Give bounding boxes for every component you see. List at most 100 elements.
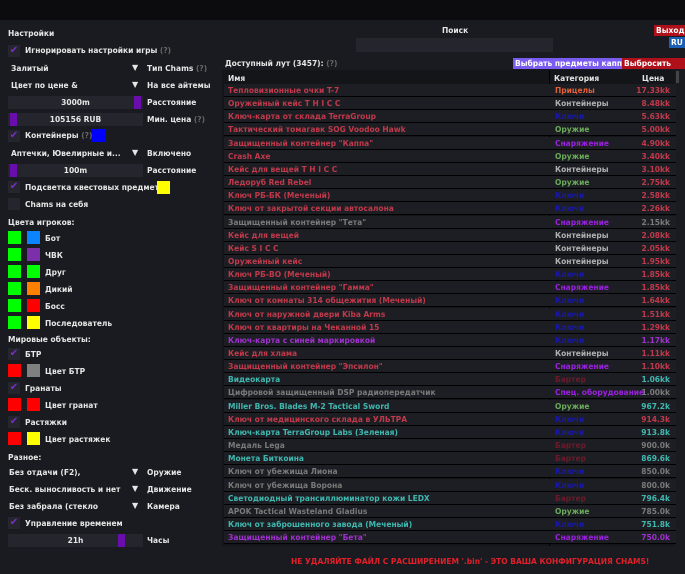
table-row[interactable]: Ключ от убежища Лиона Ключи 850.0k <box>224 465 676 479</box>
player-color-swatch-2[interactable] <box>27 299 40 312</box>
table-row[interactable]: Miller Bros. Blades M-2 Tactical Sword О… <box>224 399 676 413</box>
containers-checkbox[interactable]: ✔ <box>8 130 20 142</box>
slider-handle[interactable] <box>10 113 17 126</box>
table-row[interactable]: Цифровой защищенный DSP радиопередатчик … <box>224 386 676 400</box>
table-row[interactable]: Ключ-карта от склада TerraGroup Ключи 5.… <box>224 110 676 124</box>
table-row[interactable]: Ключ от заброшенного завода (Меченый) Кл… <box>224 517 676 531</box>
player-color-swatch-1[interactable] <box>8 248 21 261</box>
color-mode-dropdown[interactable]: Цвет по цене & Пользователь <box>11 81 78 90</box>
table-row[interactable]: Защищенный контейнер "Эпсилон" Снаряжени… <box>224 360 676 374</box>
quest-highlight-checkbox[interactable]: ✔ <box>8 181 20 193</box>
slider-handle[interactable] <box>10 164 17 177</box>
table-row[interactable]: Ключ РБ-БК (Меченый) Ключи 2.58kk <box>224 189 676 203</box>
weapon-dropdown[interactable]: Без отдачи (F2), Мгновенное п <box>9 468 81 477</box>
container-types-dropdown[interactable]: Аптечки, Ювелирные и... <box>11 149 121 158</box>
player-color-swatch-1[interactable] <box>8 299 21 312</box>
ignore-settings-checkbox[interactable]: ✔ <box>8 45 20 57</box>
min-price-slider[interactable]: 105156 RUB <box>8 113 143 126</box>
item-price: 3.10kk <box>641 164 670 174</box>
select-kappa-button[interactable]: Выбрать предметы каппа <box>513 58 630 69</box>
player-color-swatch-1[interactable] <box>8 231 21 244</box>
tripwire-color-swatch-2[interactable] <box>27 432 40 445</box>
chams-mode-dropdown[interactable]: Залитый <box>11 64 49 73</box>
slider-handle[interactable] <box>134 96 141 109</box>
help-icon[interactable]: (?) <box>159 46 172 55</box>
table-row[interactable]: Ключ от медицинского склада в УЛЬТРА Клю… <box>224 412 676 426</box>
search-input[interactable] <box>356 38 553 52</box>
grenade-color-swatch-2[interactable] <box>27 398 40 411</box>
scrollbar[interactable] <box>675 70 680 546</box>
exit-button[interactable]: Выход <box>654 25 685 36</box>
containers-color-swatch[interactable] <box>92 129 105 142</box>
table-row[interactable]: Кейс для хлама Контейнеры 1.11kk <box>224 347 676 360</box>
player-color-swatch-1[interactable] <box>8 265 21 278</box>
table-row[interactable]: Светодиодный трансиллюминатор кожи LEDX … <box>224 491 676 505</box>
player-color-swatch-2[interactable] <box>27 282 40 295</box>
distance-label: Расстояние <box>147 166 197 175</box>
tripwires-checkbox[interactable]: ✔ <box>8 416 20 428</box>
table-row[interactable]: Кейс для вещей T H I C C Контейнеры 3.10… <box>224 162 676 176</box>
table-row[interactable]: Защищенный контейнер "Каппа" Снаряжение … <box>224 136 676 150</box>
container-distance-slider[interactable]: 100m <box>8 164 143 177</box>
table-row[interactable]: Ключ РБ-ВО (Меченый) Ключи 1.85kk <box>224 268 676 282</box>
quest-color-swatch[interactable] <box>157 181 170 194</box>
player-color-swatch-2[interactable] <box>27 316 40 329</box>
language-button[interactable]: RU <box>669 37 685 48</box>
table-row[interactable]: Защищенный контейнер "Гамма" Снаряжение … <box>224 281 676 295</box>
table-row[interactable]: Тактический томагавк SOG Voodoo Hawk Ору… <box>224 123 676 137</box>
item-name: Монета Биткоина <box>228 454 304 464</box>
column-header-category[interactable]: Категория <box>554 74 600 83</box>
table-row[interactable]: Ключ от комнаты 314 общежития (Меченый) … <box>224 294 676 308</box>
btr-color-swatch-2[interactable] <box>27 364 40 377</box>
table-row[interactable]: APOK Tactical Wasteland Gladius Оружие 7… <box>224 504 676 518</box>
camera-dropdown[interactable]: Без забрала (стекло шлема) <box>9 502 99 511</box>
drop-all-button[interactable]: Выбросить все <box>622 58 685 79</box>
column-header-price[interactable]: Цена <box>642 74 665 83</box>
player-color-swatch-1[interactable] <box>8 316 21 329</box>
help-icon[interactable]: (?) <box>326 59 338 68</box>
movement-dropdown[interactable]: Беск. выносливость и нет уста: <box>9 485 121 494</box>
column-header-name[interactable]: Имя <box>228 74 246 83</box>
table-row[interactable]: Ключ от наружной двери Kiba Arms Ключи 1… <box>224 307 676 321</box>
item-price: 1.51kk <box>641 309 670 319</box>
btr-color-swatch-1[interactable] <box>8 364 21 377</box>
player-color-swatch-1[interactable] <box>8 282 21 295</box>
grenades-checkbox[interactable]: ✔ <box>8 382 20 394</box>
slider-handle[interactable] <box>118 534 125 547</box>
table-row[interactable]: Ледоруб Red Rebel Оружие 2.75kk <box>224 176 676 190</box>
item-price: 1.06kk <box>641 375 670 385</box>
table-row[interactable]: Медаль Lega Бартер 900.0k <box>224 439 676 453</box>
btr-label: БТР <box>25 350 42 359</box>
time-control-checkbox[interactable]: ✔ <box>8 517 20 529</box>
table-row[interactable]: Ключ от закрытой секции автосалона Ключи… <box>224 202 676 216</box>
table-row[interactable]: Оружейный кейс T H I C C Контейнеры 8.48… <box>224 97 676 111</box>
table-row[interactable]: Ключ от убежища Ворона Ключи 800.0k <box>224 478 676 492</box>
self-chams-checkbox[interactable] <box>8 198 20 210</box>
hours-slider[interactable]: 21h <box>8 534 143 547</box>
table-row[interactable]: Монета Биткоина Бартер 869.6k <box>224 452 676 466</box>
table-row[interactable]: Кейс для вещей Контейнеры 2.08kk <box>224 228 676 242</box>
table-row[interactable]: Ключ-карта с синей маркировкой Ключи 1.1… <box>224 333 676 347</box>
table-row[interactable]: Оружейный кейс Контейнеры 1.95kk <box>224 254 676 268</box>
table-row[interactable]: Ключ-карта TerraGroup Labs (Зеленая) Клю… <box>224 425 676 439</box>
tripwire-color-swatch-1[interactable] <box>8 432 21 445</box>
help-icon[interactable]: (?) <box>195 64 208 73</box>
distance-slider[interactable]: 3000m <box>8 96 143 109</box>
grenade-color-swatch-1[interactable] <box>8 398 21 411</box>
scrollbar-thumb[interactable] <box>676 71 679 83</box>
item-name: Кейс для хлама <box>228 349 298 358</box>
table-row[interactable]: Защищенный контейнер "Тета" Снаряжение 2… <box>224 215 676 229</box>
player-color-swatch-2[interactable] <box>27 265 40 278</box>
help-icon[interactable]: (?) <box>193 115 206 124</box>
table-row[interactable]: Видеокарта Бартер 1.06kk <box>224 373 676 387</box>
table-row[interactable]: Crash Axe Оружие 3.40kk <box>224 149 676 163</box>
table-row[interactable]: Кейс S I C C Контейнеры 2.05kk <box>224 241 676 255</box>
table-row[interactable]: Защищенный контейнер "Бета" Снаряжение 7… <box>224 531 676 545</box>
table-row[interactable]: Тепловизионные очки T-7 Прицелы 17.33kk <box>224 84 676 97</box>
help-icon[interactable]: (?) <box>81 131 93 140</box>
player-color-swatch-2[interactable] <box>27 248 40 261</box>
btr-checkbox[interactable]: ✔ <box>8 348 20 360</box>
table-row[interactable]: Ключ от квартиры на Чеканной 15 Ключи 1.… <box>224 320 676 334</box>
item-category: Ключи <box>555 191 585 201</box>
player-color-swatch-2[interactable] <box>27 231 40 244</box>
